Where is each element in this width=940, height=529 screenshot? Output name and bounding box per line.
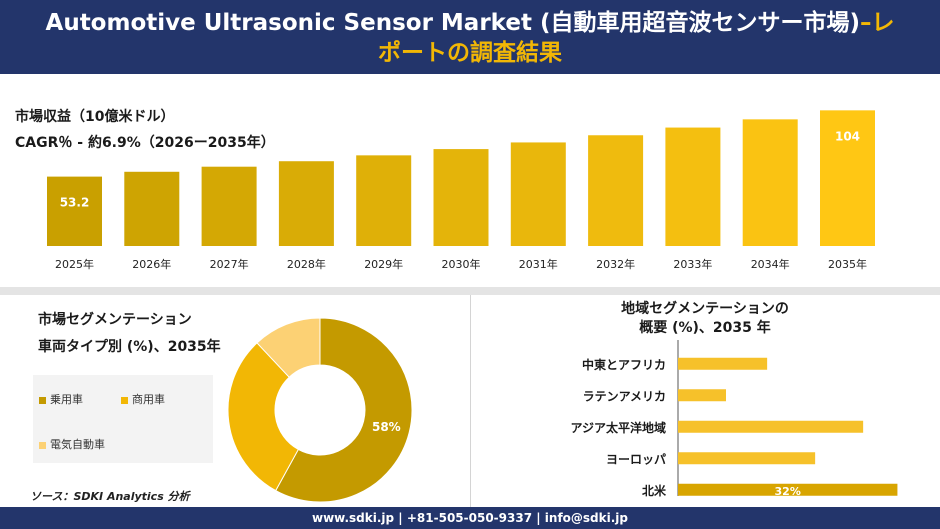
revenue-bar xyxy=(588,135,644,246)
legend-label: 商用車 xyxy=(132,393,165,406)
donut-slice xyxy=(256,317,321,378)
legend-swatch xyxy=(39,396,46,404)
revenue-x-tick-label: 2035年 xyxy=(828,257,867,271)
revenue-bar xyxy=(278,161,334,246)
donut-slice xyxy=(274,317,413,503)
revenue-x-tick-label: 2025年 xyxy=(55,257,94,271)
revenue-panel: 市場収益（10億米ドル） CAGR％ - 約6.9%（2026ー2035年） 2… xyxy=(0,74,940,286)
revenue-x-tick-label: 2030年 xyxy=(442,257,481,271)
region-category-label: ヨーロッパ xyxy=(606,452,666,466)
page-title: Automotive Ultrasonic Sensor Market (自動車… xyxy=(6,8,934,38)
segmentation-title: 市場セグメンテーション xyxy=(38,312,192,328)
legend-item-ev: 電気自動車 xyxy=(39,436,105,452)
revenue-label: 市場収益（10億米ドル） xyxy=(15,109,175,125)
region-data-label: 32% xyxy=(775,485,801,498)
region-bar xyxy=(678,483,898,496)
revenue-bar xyxy=(665,127,721,246)
revenue-bar xyxy=(510,142,566,246)
revenue-x-tick-label: 2027年 xyxy=(210,257,249,271)
legend-swatch xyxy=(121,396,128,404)
region-bar xyxy=(678,420,864,433)
revenue-bar xyxy=(124,171,180,246)
column-divider xyxy=(470,295,471,507)
legend-swatch xyxy=(39,441,46,449)
donut-slice xyxy=(227,342,299,492)
header-banner: Automotive Ultrasonic Sensor Market (自動車… xyxy=(0,0,940,74)
revenue-bar xyxy=(820,110,875,246)
donut-data-label: 58% xyxy=(372,420,401,434)
revenue-x-tick-label: 2028年 xyxy=(287,257,326,271)
donut-legend: 乗用車 商用車 電気自動車 xyxy=(33,375,213,463)
cagr-label: CAGR％ - 約6.9%（2026ー2035年） xyxy=(15,135,275,151)
section-divider xyxy=(0,287,940,295)
revenue-bar xyxy=(47,176,102,246)
revenue-x-tick-label: 2034年 xyxy=(751,257,790,271)
regional-title-line2: 概要 (%)、2035 年 xyxy=(639,320,771,336)
page-title-line2: ポートの調査結果 xyxy=(378,40,562,66)
legend-label: 電気自動車 xyxy=(50,438,105,451)
revenue-bar xyxy=(201,166,257,246)
region-category-label: 中東とアフリカ xyxy=(582,357,666,372)
revenue-data-label: 104 xyxy=(835,129,860,143)
source-note: ソース：SDKI Analytics 分析 xyxy=(30,490,190,503)
footer-contact: www.sdki.jp | +81-505-050-9337 | info@sd… xyxy=(0,507,940,529)
title-accent-text: –レ xyxy=(859,10,895,36)
revenue-x-tick-label: 2032年 xyxy=(596,257,635,271)
vehicle-type-donut-chart: 58% xyxy=(227,317,413,503)
revenue-data-label: 53.2 xyxy=(60,196,90,210)
revenue-bar xyxy=(742,119,798,246)
regional-title-line1: 地域セグメンテーションの xyxy=(621,301,789,317)
segmentation-subtitle: 車両タイプ別 (%)、2035年 xyxy=(38,339,221,355)
region-category-label: 北米 xyxy=(642,483,667,498)
revenue-bar xyxy=(433,149,489,246)
revenue-x-tick-label: 2026年 xyxy=(132,257,171,271)
region-category-label: ラテンアメリカ xyxy=(583,389,666,403)
region-category-label: アジア太平洋地域 xyxy=(570,420,666,435)
revenue-bar-chart: 2025年 53.2 2026年 2027年 2028年 2029年 2030年 2031年 2… xyxy=(47,110,875,271)
revenue-x-tick-label: 2033年 xyxy=(673,257,712,271)
legend-item-passenger: 乗用車 xyxy=(39,391,83,407)
title-main-text: Automotive Ultrasonic Sensor Market (自動車… xyxy=(45,10,860,36)
region-bar xyxy=(678,357,768,370)
legend-label: 乗用車 xyxy=(50,393,83,406)
revenue-bar xyxy=(356,155,412,246)
region-bar xyxy=(678,452,816,465)
revenue-x-tick-label: 2031年 xyxy=(519,257,558,271)
region-bar xyxy=(678,389,726,402)
legend-item-commercial: 商用車 xyxy=(121,391,165,407)
revenue-x-tick-label: 2029年 xyxy=(364,257,403,271)
